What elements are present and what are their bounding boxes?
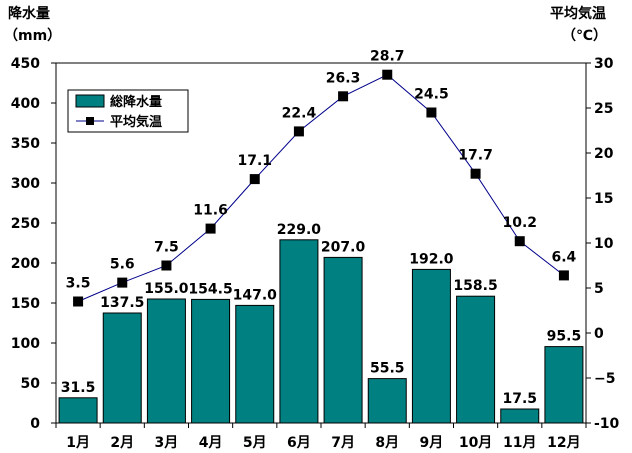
precip-bar [191, 298, 231, 424]
temperature-marker [382, 69, 393, 80]
precip-data-label: 229.0 [277, 222, 322, 238]
right-axis-tick-label: −5 [594, 371, 615, 387]
x-axis-tick-label: 3月 [155, 435, 179, 451]
precip-bar [544, 346, 584, 424]
legend-bar-label: 総降水量 [110, 94, 162, 110]
precip-bar [411, 268, 451, 424]
legend: 総降水量 平均気温 [67, 89, 189, 133]
precip-data-label: 17.5 [502, 391, 537, 407]
left-axis-title-line2: （mm） [4, 28, 61, 44]
temperature-data-label: 22.4 [282, 105, 317, 121]
temperature-marker [558, 270, 569, 281]
precip-data-label: 154.5 [188, 281, 232, 297]
x-axis-tick-label: 11月 [503, 435, 536, 451]
right-axis-title-line2: （℃） [562, 28, 607, 44]
precip-data-label: 55.5 [370, 361, 405, 377]
precip-bar [146, 298, 186, 424]
temperature-marker [249, 174, 260, 185]
right-axis-tick-label: 5 [594, 281, 604, 297]
precip-data-label: 155.0 [144, 281, 189, 297]
x-axis-tick-label: 12月 [547, 435, 580, 451]
x-axis-tick-label: 9月 [420, 435, 444, 451]
left-axis-tick-label: 50 [21, 376, 41, 392]
temperature-marker [293, 126, 304, 137]
x-axis-tick-label: 5月 [243, 435, 267, 451]
left-axis-tick-label: 400 [11, 96, 40, 112]
precip-bar [235, 304, 275, 424]
left-axis-title-line1: 降水量 [8, 5, 50, 22]
line-layer [73, 69, 569, 307]
right-axis-tick-label: 15 [594, 191, 613, 207]
temperature-data-label: 6.4 [552, 249, 577, 265]
temperature-marker [161, 260, 172, 271]
right-axis-tick-label: 25 [594, 101, 613, 117]
temperature-data-label: 17.7 [458, 148, 493, 164]
precip-data-label: 207.0 [321, 239, 366, 255]
temperature-marker [426, 107, 437, 118]
temperature-marker [73, 296, 84, 307]
left-axis-tick-label: 350 [11, 136, 40, 152]
temperature-data-label: 7.5 [154, 240, 179, 256]
bars-layer [58, 239, 584, 424]
precip-bar [102, 312, 142, 424]
left-axis-tick-label: 450 [11, 56, 40, 72]
precip-bar [456, 295, 496, 424]
temperature-data-label: 11.6 [193, 203, 228, 219]
left-axis-tick-label: 300 [11, 176, 40, 192]
temperature-marker [338, 91, 349, 102]
temperature-data-label: 5.6 [110, 257, 135, 273]
temperature-data-label: 26.3 [326, 70, 361, 86]
right-axis-tick-label: 10 [594, 236, 614, 252]
precip-data-label: 158.5 [453, 278, 497, 294]
legend-line-marker [86, 117, 94, 125]
temperature-line [77, 74, 565, 302]
left-axis-tick-label: 200 [11, 256, 40, 272]
precip-bar [367, 378, 407, 424]
x-axis-tick-label: 2月 [110, 435, 134, 451]
temperature-data-label: 17.1 [237, 153, 272, 169]
precip-data-label: 95.5 [547, 329, 582, 345]
right-axis-title-line1: 平均気温 [550, 5, 606, 22]
right-axis-tick-label: 30 [594, 56, 614, 72]
precip-data-label: 192.0 [409, 251, 454, 267]
left-axis-tick-label: 150 [11, 296, 40, 312]
x-axis-tick-label: 8月 [375, 435, 399, 451]
temperature-marker [470, 168, 481, 179]
precip-data-label: 137.5 [100, 295, 144, 311]
x-axis-tick-label: 6月 [287, 435, 311, 451]
temperature-data-label: 10.2 [502, 215, 537, 231]
left-axis-tick-label: 100 [11, 336, 40, 352]
left-axis-tick-label: 250 [11, 216, 40, 232]
precip-bar [500, 408, 540, 424]
precip-bar [279, 239, 319, 424]
temperature-data-label: 3.5 [66, 276, 91, 292]
x-axis-tick-label: 10月 [459, 435, 492, 451]
x-axis-tick-label: 1月 [66, 435, 90, 451]
left-axis-tick-label: 0 [30, 416, 40, 432]
temperature-data-label: 28.7 [370, 49, 405, 65]
legend-line-label: 平均気温 [110, 114, 162, 130]
right-axis-tick-label: -10 [594, 416, 620, 432]
right-axis-tick-label: 0 [594, 326, 604, 342]
temperature-marker [205, 223, 216, 234]
legend-bar-swatch [75, 94, 105, 108]
temperature-data-label: 24.5 [414, 87, 449, 103]
precip-data-label: 31.5 [61, 380, 96, 396]
precip-bar [323, 256, 363, 424]
ticks-layer: 0 50 100 150 200 250 300 350 400 450 -10 −5 0 5 10 15 20… [11, 56, 620, 451]
precip-bar [58, 397, 98, 424]
precip-data-label: 147.0 [233, 287, 278, 303]
x-axis-tick-label: 7月 [331, 435, 355, 451]
temperature-marker [514, 236, 525, 247]
right-axis-tick-label: 20 [594, 146, 614, 162]
x-axis-tick-label: 4月 [199, 435, 223, 451]
temperature-marker [117, 277, 128, 288]
